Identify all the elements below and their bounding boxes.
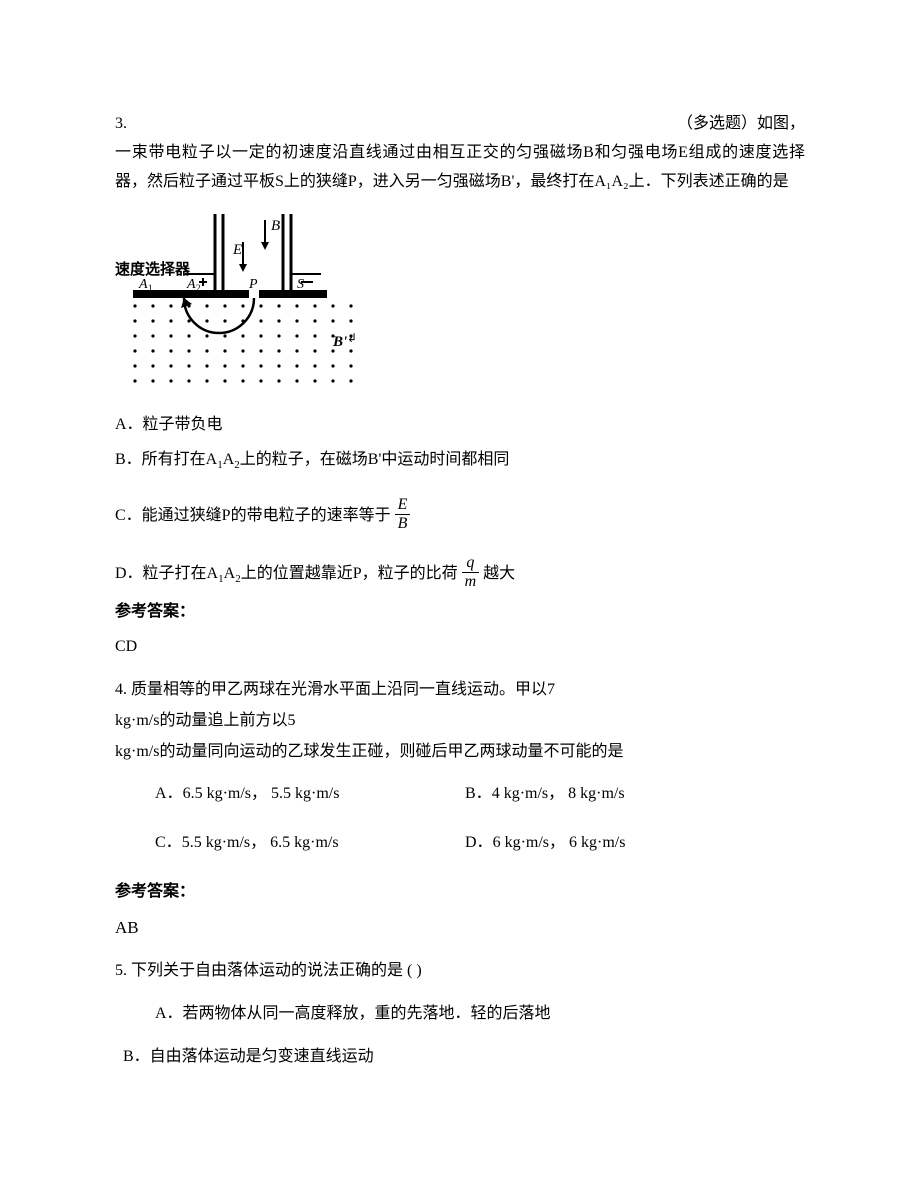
q3-header: 3. （多选题）如图，: [115, 110, 805, 139]
q4-options: A．6.5 kg·m/s， 5.5 kg·m/s B．4 kg·m/s， 8 k…: [155, 780, 805, 858]
svg-text:1: 1: [148, 283, 153, 293]
q3-figure: 速度选择器 A1 A2 P S E B B' ↲: [115, 206, 805, 401]
q4-line2: kg·m/s的动量追上前方以5: [115, 707, 805, 736]
q3-answer-label: 参考答案：: [115, 598, 805, 627]
svg-text:S: S: [297, 277, 304, 292]
q4-option-c: C．5.5 kg·m/s， 6.5 kg·m/s: [155, 829, 465, 858]
q5-option-a: A．若两物体从同一高度释放，重的先落地．轻的后落地: [155, 1000, 805, 1029]
q3-answer: CD: [115, 633, 805, 662]
q4-answer: AB: [115, 913, 805, 944]
q3-tag: （多选题）如图，: [677, 110, 805, 139]
svg-text:P: P: [248, 277, 258, 292]
q4-answer-label: 参考答案：: [115, 878, 805, 907]
q4-line1: 4. 质量相等的甲乙两球在光滑水平面上沿同一直线运动。甲以7: [115, 676, 805, 705]
q4-option-d: D．6 kg·m/s， 6 kg·m/s: [465, 829, 775, 858]
svg-text:速度选择器: 速度选择器: [115, 260, 191, 278]
q3-options: A．粒子带负电 B．所有打在A1A2上的粒子，在磁场B'中运动时间都相同 C．能…: [115, 411, 805, 592]
svg-text:E: E: [232, 242, 242, 258]
q3-body: 一束带电粒子以一定的初速度沿直线通过由相互正交的匀强磁场B和匀强电场E组成的速度…: [115, 139, 805, 197]
q5-body: 5. 下列关于自由落体运动的说法正确的是 ( ): [115, 957, 805, 986]
q4-option-a: A．6.5 kg·m/s， 5.5 kg·m/s: [155, 780, 465, 809]
q3-number: 3.: [115, 110, 127, 139]
svg-text:B: B: [271, 218, 280, 234]
q4-body: 4. 质量相等的甲乙两球在光滑水平面上沿同一直线运动。甲以7 kg·m/s的动量…: [115, 676, 805, 766]
q4-line3: kg·m/s的动量同向运动的乙球发生正碰，则碰后甲乙两球动量不可能的是: [115, 738, 805, 767]
q3-option-b: B．所有打在A1A2上的粒子，在磁场B'中运动时间都相同: [115, 446, 805, 476]
fraction-q-over-m: q m: [462, 554, 480, 590]
q3-option-c: C．能通过狭缝P的带电粒子的速率等于 E B: [115, 498, 805, 534]
svg-text:B': B': [332, 334, 347, 350]
q4-option-b: B．4 kg·m/s， 8 kg·m/s: [465, 780, 775, 809]
q3-option-d: D．粒子打在A1A2上的位置越靠近P，粒子的比荷 q m 越大: [115, 556, 805, 592]
fraction-e-over-b: E B: [395, 496, 411, 532]
svg-text:2: 2: [196, 283, 201, 293]
q5-option-b: B．自由落体运动是匀变速直线运动: [123, 1043, 805, 1072]
svg-text:↲: ↲: [347, 331, 357, 345]
question-3: 3. （多选题）如图， 一束带电粒子以一定的初速度沿直线通过由相互正交的匀强磁场…: [115, 110, 805, 662]
q3-option-a: A．粒子带负电: [115, 411, 805, 440]
svg-text:A: A: [186, 277, 196, 292]
velocity-selector-diagram: 速度选择器 A1 A2 P S E B B' ↲: [115, 206, 363, 390]
svg-text:A: A: [138, 277, 148, 292]
question-4: 4. 质量相等的甲乙两球在光滑水平面上沿同一直线运动。甲以7 kg·m/s的动量…: [115, 676, 805, 943]
question-5: 5. 下列关于自由落体运动的说法正确的是 ( ) A．若两物体从同一高度释放，重…: [115, 957, 805, 1071]
